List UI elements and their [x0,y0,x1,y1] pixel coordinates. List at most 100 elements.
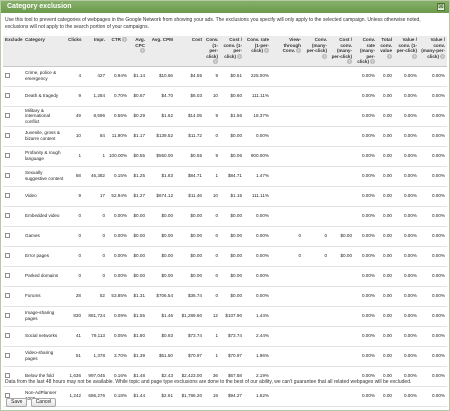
help-icon[interactable]: ? [370,59,375,65]
metric-cell-ratem: 0.00% [354,306,377,327]
column-header[interactable]: Category [23,36,66,67]
metric-cell-valm: 0.00% [419,346,447,367]
metric-cell-vt [271,126,303,147]
exclude-cell [3,66,23,87]
column-header[interactable]: Exclude [3,36,23,67]
column-header-label: Category [25,37,45,42]
column-header[interactable]: Conv. (1-per-click)? [204,36,220,67]
metric-cell-ratem: 0.00% [354,126,377,147]
metric-cell-total: 0.00 [377,366,394,387]
exclude-checkbox[interactable] [5,173,10,179]
exclude-checkbox[interactable] [5,253,10,259]
column-header[interactable]: Avg. CPC? [129,36,147,67]
metric-cell-cpam: $0.00 [329,246,354,267]
metric-cell-rate1: 1.44% [244,306,271,327]
exclude-checkbox[interactable] [5,153,10,159]
exclude-checkbox[interactable] [5,113,10,119]
table-row: Image-sharing pages 830 881,724 0.09% $1.55 $… [3,306,447,327]
column-header[interactable]: Clicks [66,36,83,67]
metric-cell-cost: $4.55 [175,66,204,87]
column-header[interactable]: Cost / conv. (1-per-click)? [220,36,244,67]
exclude-checkbox[interactable] [5,93,10,99]
help-icon[interactable]: ? [440,53,445,59]
column-header[interactable]: CTR? [107,36,129,67]
column-header[interactable]: Total conv. value? [377,36,394,67]
metric-cell-vt [271,386,303,407]
exclude-checkbox[interactable] [5,193,10,199]
column-header[interactable]: Conv. rate (many-per-click)? [354,36,377,67]
column-header[interactable]: Value / conv. (1-per-click)? [394,36,419,67]
column-header[interactable]: Cost / conv. (many-per-click)? [329,36,354,67]
cancel-button[interactable]: Cancel [30,398,57,407]
help-icon[interactable]: ? [237,53,242,59]
metric-cell-ctr: 53.85% [107,286,129,307]
metric-cell-cpa1: $94.27 [220,386,244,407]
help-icon[interactable]: ? [140,48,145,54]
column-header-label: Cost / conv. (1-per-click) [223,37,242,59]
help-icon[interactable]: ? [347,59,352,65]
help-icon[interactable]: ? [296,48,301,54]
help-icon[interactable]: ? [387,53,392,59]
column-header-label: Cost [191,37,202,42]
column-header-label: Conv. (1-per-click) [206,37,219,59]
metric-cell-conv1: 0 [204,286,220,307]
metric-cell-val1: 0.00% [394,186,419,207]
exclude-checkbox[interactable] [5,293,10,299]
exclude-checkbox[interactable] [5,393,10,399]
column-header[interactable]: Impr. [83,36,107,67]
metric-cell-ctr: 100.00% [107,146,129,167]
exclude-checkbox[interactable] [5,133,10,139]
column-header[interactable]: View-through Conv.? [271,36,303,67]
metric-cell-ctr: 0.09% [107,306,129,327]
metric-cell-cost: $84.71 [175,166,204,187]
exclude-checkbox[interactable] [5,333,10,339]
metric-cell-ratem: 0.00% [354,286,377,307]
metric-cell-cost: $2,423.00 [175,366,204,387]
metric-cell-conv1: 10 [204,86,220,107]
column-header[interactable]: Conv. (many-per-click)? [303,36,329,67]
column-header[interactable]: Conv. rate (1-per-click)? [244,36,271,67]
metric-cell-cpm: $0.00 [147,246,175,267]
exclude-checkbox[interactable] [5,313,10,319]
help-icon[interactable]: ? [412,53,417,59]
metric-cell-cost: $14.05 [175,106,204,127]
metric-cell-convm [303,146,329,167]
metric-cell-clicks: 51 [66,346,83,367]
column-header[interactable]: Avg. CPM [147,36,175,67]
metric-cell-val1: 0.00% [394,386,419,407]
exclude-checkbox[interactable] [5,233,10,239]
column-header-label: Total conv. value [380,37,392,53]
metric-cell-ratem: 0.00% [354,226,377,247]
column-header[interactable]: Value / conv. (many-per-click)? [419,36,447,67]
metric-cell-valm: 0.00% [419,306,447,327]
close-icon[interactable]: ☒ [437,3,445,11]
metric-cell-rate1: 0.00% [244,246,271,267]
column-header[interactable]: Cost [175,36,204,67]
metric-cell-impr: 1,284 [83,86,107,107]
help-icon[interactable]: ? [264,48,269,54]
column-header-label: Cost / conv. (many-per-click) [331,37,352,59]
exclude-checkbox[interactable] [5,353,10,359]
metric-cell-impr: 0 [83,226,107,247]
metric-cell-impr: 0 [83,246,107,267]
exclude-cell [3,346,23,367]
exclude-checkbox[interactable] [5,73,10,79]
table-row: Video-sharing pages 51 1,378 3.70% $1.39 $51.… [3,346,447,367]
metric-cell-cpa1: $84.71 [220,166,244,187]
metric-cell-ctr: 0.15% [107,166,129,187]
help-icon[interactable]: ? [122,37,127,43]
metric-cell-convm [303,366,329,387]
category-table: Exclude Category Clicks Impr. CTR? Avg. CPC? A… [3,36,447,407]
help-icon[interactable]: ? [213,59,218,65]
category-name: Juvenile, gross & bizarre content [23,126,66,147]
exclude-checkbox[interactable] [5,213,10,219]
metric-cell-val1: 0.00% [394,346,419,367]
exclude-checkbox[interactable] [5,373,10,379]
metric-cell-clicks: 4 [66,66,83,87]
metric-cell-clicks: 1 [66,146,83,167]
metric-cell-cost: $1,289.60 [175,306,204,327]
exclude-checkbox[interactable] [5,273,10,279]
help-icon[interactable]: ? [322,53,327,59]
save-button[interactable]: Save [6,398,28,407]
metric-cell-cpa1: $0.00 [220,226,244,247]
